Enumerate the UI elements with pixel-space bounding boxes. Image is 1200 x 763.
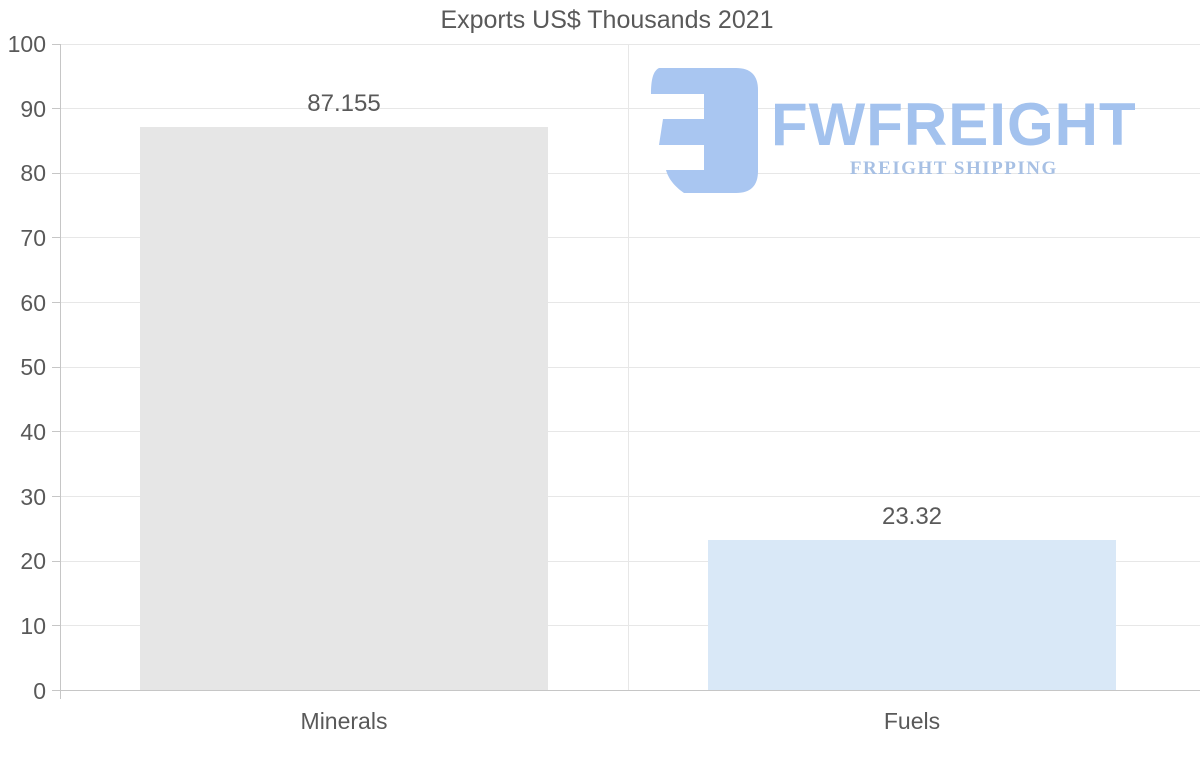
y-axis-tick-label: 90	[20, 95, 46, 122]
y-axis-tick	[52, 560, 60, 562]
bar	[140, 127, 548, 691]
y-axis-tick-label: 40	[20, 418, 46, 445]
gridline	[60, 302, 1200, 304]
fwfreight-logo-icon	[651, 68, 758, 193]
gridline	[60, 43, 1200, 45]
category-label: Minerals	[300, 707, 388, 734]
y-axis-tick-label: 60	[20, 289, 46, 316]
watermark-brand: FWFREIGHT	[771, 91, 1137, 158]
gridline	[60, 172, 1200, 174]
y-axis-tick-label: 10	[20, 612, 46, 639]
y-axis-tick-label: 20	[20, 548, 46, 575]
y-axis-tick	[52, 172, 60, 174]
y-axis-tick	[52, 625, 60, 627]
gridline	[60, 496, 1200, 498]
category-divider	[627, 44, 629, 691]
gridline	[60, 560, 1200, 562]
bar-value-label: 87.155	[307, 90, 381, 118]
y-axis-line	[59, 44, 61, 699]
y-axis-tick	[52, 237, 60, 239]
y-axis-tick	[52, 302, 60, 304]
chart-title: Exports US$ Thousands 2021	[440, 6, 774, 34]
y-axis-tick	[52, 108, 60, 110]
x-axis-baseline	[60, 690, 1200, 691]
y-axis-tick-label: 100	[7, 31, 46, 57]
y-axis-tick-label: 70	[20, 224, 46, 251]
y-axis-tick-label: 30	[20, 483, 46, 510]
y-axis-tick-label: 0	[33, 677, 46, 704]
watermark-text: FWFREIGHT FREIGHT SHIPPING	[771, 95, 1137, 180]
y-axis-tick	[52, 431, 60, 433]
bar-value-label: 23.32	[881, 502, 943, 530]
watermark-tagline: FREIGHT SHIPPING	[849, 158, 1058, 179]
gridline	[60, 108, 1200, 110]
category-label: Fuels	[883, 707, 941, 734]
y-axis-tick	[52, 43, 60, 45]
gridline	[60, 625, 1200, 627]
y-axis-tick	[52, 366, 60, 368]
y-axis-tick-label: 50	[20, 354, 46, 381]
gridline	[60, 237, 1200, 239]
y-axis-tick	[52, 690, 60, 691]
y-axis-tick	[52, 496, 60, 498]
gridline	[60, 431, 1200, 433]
gridline	[60, 366, 1200, 368]
watermark-logo: FWFREIGHT FREIGHT SHIPPING	[646, 68, 1137, 193]
bar	[708, 539, 1116, 691]
y-axis-tick-label: 80	[20, 160, 46, 187]
